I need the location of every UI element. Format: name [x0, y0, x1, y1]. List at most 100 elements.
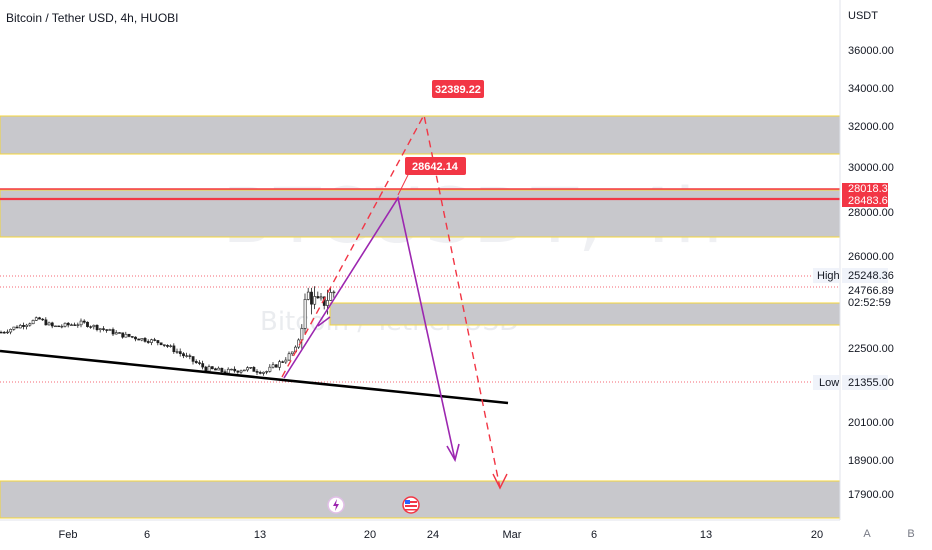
candle-body	[332, 291, 336, 294]
candle-body	[60, 325, 64, 328]
candle-body	[287, 353, 291, 361]
time-tick: 6	[144, 529, 150, 541]
candle-body	[12, 326, 16, 330]
auto-scale-button[interactable]: A	[863, 528, 871, 540]
candle-body	[262, 371, 265, 374]
time-tick: Feb	[59, 529, 78, 541]
candle-body	[31, 320, 35, 325]
candle-body	[271, 364, 275, 368]
trend-line[interactable]	[0, 349, 509, 405]
us-flag-event-icon[interactable]	[402, 496, 420, 514]
candle-body	[111, 329, 115, 335]
countdown: 02:52:59	[848, 297, 891, 309]
candles	[0, 286, 336, 376]
candle-body	[76, 324, 80, 326]
candle-body	[185, 355, 189, 357]
candle-body	[274, 364, 278, 368]
red-price-tag: 28483.65	[848, 195, 894, 207]
price-tick: 17900.00	[848, 489, 894, 501]
candle-body	[278, 361, 281, 368]
time-tick: 6	[591, 529, 597, 541]
candle-body	[98, 328, 102, 331]
candle-body	[25, 324, 29, 327]
candle-body	[230, 368, 233, 371]
candle-body	[194, 361, 198, 363]
projection-1-arrow	[446, 443, 460, 463]
candle-body	[182, 353, 185, 357]
candle-body	[41, 318, 45, 321]
candle-body	[156, 340, 160, 344]
low-label: Low	[819, 377, 839, 389]
candle-body	[265, 371, 269, 373]
candle-body	[303, 299, 307, 329]
candle-body	[114, 332, 118, 335]
candle-body	[50, 322, 54, 327]
candle-body	[284, 359, 288, 363]
target-2-text: 32389.22	[435, 84, 481, 96]
low-value: 21355.00	[848, 377, 894, 389]
candle-body	[201, 363, 205, 368]
zone-17900[interactable]	[0, 480, 841, 519]
price-tick: 30000.00	[848, 162, 894, 174]
candle-body	[242, 369, 246, 372]
target-2-label[interactable]: 32389.22	[432, 80, 484, 98]
currency-label: USDT	[848, 10, 878, 22]
candle-body	[255, 371, 259, 373]
candle-body	[15, 326, 19, 329]
price-tick: 26000.00	[848, 251, 894, 263]
zone-24000[interactable]	[329, 302, 841, 326]
candle-body	[169, 345, 173, 347]
candle-body	[73, 324, 77, 326]
candle-body	[9, 329, 13, 333]
candle-body	[290, 351, 294, 355]
price-tick: 18900.00	[848, 455, 894, 467]
candle-body	[217, 367, 221, 371]
candle-body	[226, 368, 230, 374]
high-value: 25248.36	[848, 270, 894, 282]
candle-body	[162, 344, 166, 346]
price-tick: 22500.00	[848, 343, 894, 355]
candle-body	[150, 339, 153, 343]
candle-body	[0, 331, 3, 334]
candle-body	[319, 296, 323, 299]
price-tick: 34000.00	[848, 83, 894, 95]
time-tick: 24	[427, 529, 439, 541]
candle-body	[159, 342, 163, 346]
candle-body	[326, 300, 329, 306]
bottom-button[interactable]: B	[907, 528, 915, 540]
candle-body	[166, 345, 169, 347]
price-axis[interactable]: USDT 36000.00 34000.00 32000.00 30000.00…	[813, 10, 894, 501]
candle-body	[102, 328, 105, 330]
target-1-label[interactable]: 28642.14	[397, 157, 466, 196]
candle-body	[121, 332, 125, 338]
time-tick: 20	[364, 529, 376, 541]
candle-body	[66, 322, 70, 326]
candle-body	[316, 296, 320, 299]
candle-body	[252, 367, 256, 372]
candle-body	[313, 296, 317, 305]
candle-body	[236, 370, 240, 373]
candle-body	[143, 338, 147, 342]
zone-28000[interactable]	[0, 189, 841, 238]
projection-1-path[interactable]	[283, 195, 456, 461]
candle-body	[210, 366, 214, 370]
candle-body	[220, 367, 224, 373]
candle-body	[207, 366, 211, 372]
candle-body	[22, 325, 25, 327]
projection-2-path[interactable]	[281, 112, 501, 489]
candle-body	[191, 356, 195, 362]
red-price-top-tag: 28018.35	[848, 183, 894, 195]
candle-body	[188, 355, 192, 357]
candle-body	[28, 323, 32, 326]
current-price: 24766.89	[848, 285, 894, 297]
candle-body	[204, 366, 208, 372]
candle-body	[172, 345, 176, 352]
candle-body	[300, 328, 304, 341]
candle-body	[281, 361, 285, 363]
small-purple-line	[317, 316, 331, 327]
time-axis[interactable]: Feb 6 13 20 24 Mar 6 13 20	[59, 529, 824, 541]
flash-event-icon[interactable]	[327, 496, 345, 514]
candle-body	[233, 368, 237, 372]
time-tick: 20	[811, 529, 823, 541]
